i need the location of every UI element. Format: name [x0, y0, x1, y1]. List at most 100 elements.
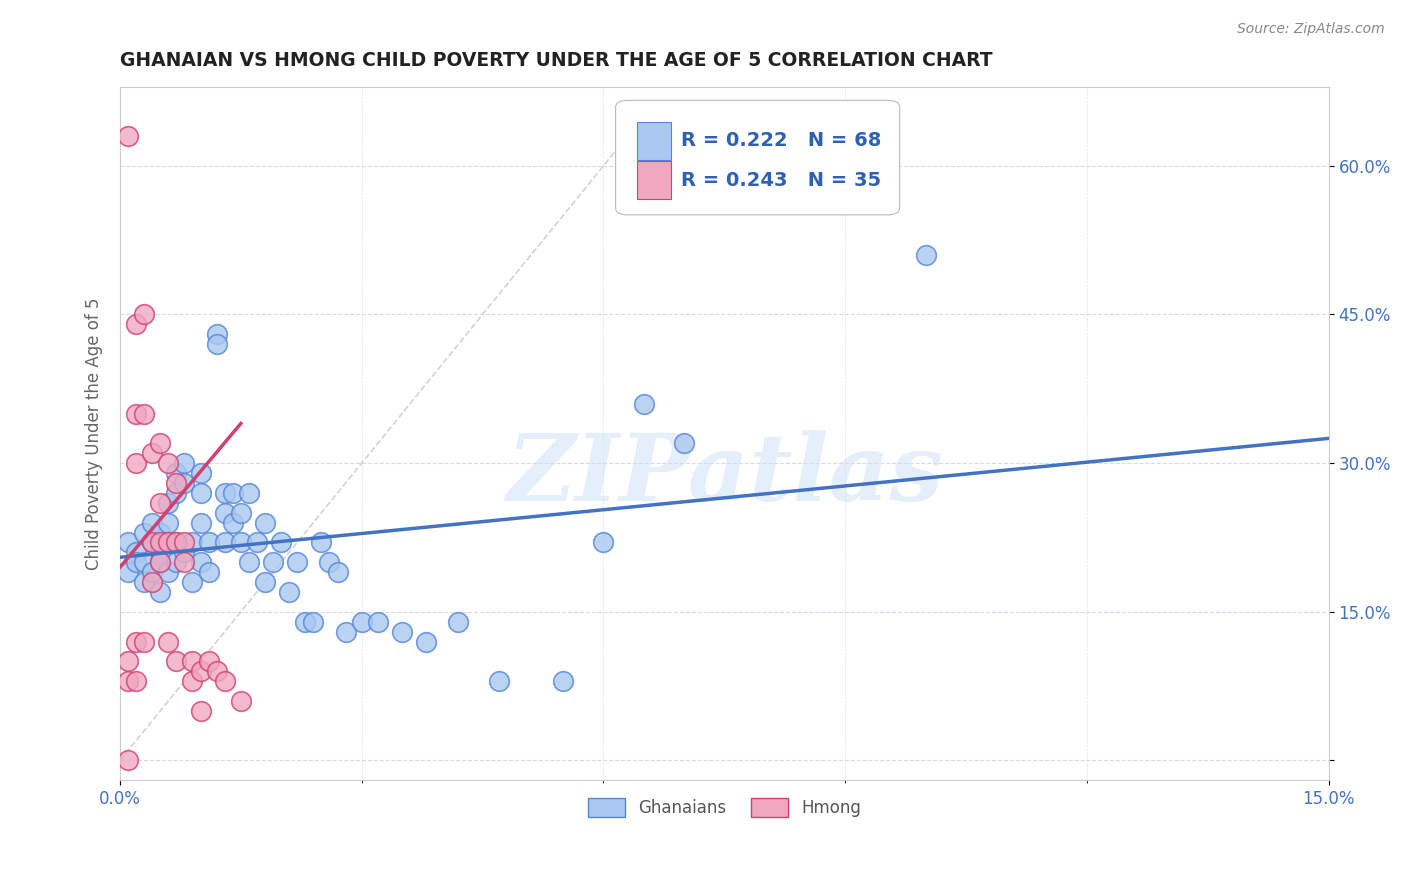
Point [125, 456, 148, 470]
Point [173, 475, 195, 490]
Point [157, 535, 180, 549]
Point [214, 486, 236, 500]
Point [149, 525, 172, 540]
Point [149, 555, 172, 569]
Point [165, 535, 187, 549]
Point [165, 555, 187, 569]
Point [229, 694, 252, 708]
Point [165, 466, 187, 480]
Point [149, 545, 172, 559]
Point [125, 545, 148, 559]
Point [197, 654, 219, 668]
Text: GHANAIAN VS HMONG CHILD POVERTY UNDER THE AGE OF 5 CORRELATION CHART: GHANAIAN VS HMONG CHILD POVERTY UNDER TH… [120, 51, 993, 70]
Point [141, 516, 163, 530]
Point [181, 654, 204, 668]
Text: R = 0.222   N = 68: R = 0.222 N = 68 [681, 131, 882, 150]
Point [415, 634, 437, 648]
Point [125, 634, 148, 648]
Text: Source: ZipAtlas.com: Source: ZipAtlas.com [1237, 22, 1385, 37]
Point [134, 407, 156, 421]
Point [197, 535, 219, 549]
Point [125, 407, 148, 421]
Point [181, 575, 204, 590]
Point [141, 535, 163, 549]
Point [181, 674, 204, 689]
Point [141, 575, 163, 590]
Point [553, 674, 575, 689]
Text: ZIPatlas: ZIPatlas [506, 430, 943, 520]
Point [190, 555, 212, 569]
Point [173, 555, 195, 569]
Point [214, 535, 236, 549]
Point [190, 486, 212, 500]
Point [350, 615, 373, 629]
Point [149, 585, 172, 599]
Point [335, 624, 357, 639]
Point [592, 535, 614, 549]
Point [318, 555, 340, 569]
Point [134, 555, 156, 569]
Point [326, 565, 349, 579]
Point [165, 654, 187, 668]
Point [278, 585, 301, 599]
Point [134, 525, 156, 540]
Point [125, 555, 148, 569]
Point [633, 397, 655, 411]
Point [311, 535, 333, 549]
Point [285, 555, 308, 569]
Point [488, 674, 510, 689]
Point [165, 486, 187, 500]
Point [117, 674, 139, 689]
Point [914, 248, 936, 262]
Point [253, 575, 276, 590]
Point [262, 555, 284, 569]
FancyBboxPatch shape [637, 161, 671, 199]
Point [125, 674, 148, 689]
Point [190, 516, 212, 530]
Point [173, 535, 195, 549]
Point [157, 565, 180, 579]
Point [157, 634, 180, 648]
Point [141, 565, 163, 579]
Point [205, 327, 228, 342]
Point [447, 615, 470, 629]
Point [117, 654, 139, 668]
Point [270, 535, 292, 549]
Point [673, 436, 696, 450]
Point [173, 545, 195, 559]
Point [222, 486, 245, 500]
Point [134, 634, 156, 648]
FancyBboxPatch shape [616, 101, 900, 215]
Text: R = 0.243   N = 35: R = 0.243 N = 35 [681, 170, 882, 190]
Point [197, 565, 219, 579]
Point [149, 496, 172, 510]
Point [149, 436, 172, 450]
Point [134, 308, 156, 322]
Point [367, 615, 389, 629]
Point [157, 496, 180, 510]
Point [157, 516, 180, 530]
Point [165, 475, 187, 490]
Point [117, 129, 139, 144]
Point [222, 516, 245, 530]
Point [205, 665, 228, 679]
Point [117, 535, 139, 549]
Point [117, 754, 139, 768]
Point [141, 535, 163, 549]
Point [190, 704, 212, 718]
Point [165, 535, 187, 549]
Point [205, 337, 228, 351]
Point [181, 535, 204, 549]
Point [214, 674, 236, 689]
Point [125, 318, 148, 332]
Point [229, 535, 252, 549]
Point [157, 535, 180, 549]
Point [214, 506, 236, 520]
FancyBboxPatch shape [637, 121, 671, 160]
Point [117, 565, 139, 579]
Point [294, 615, 316, 629]
Point [246, 535, 269, 549]
Point [238, 486, 260, 500]
Point [302, 615, 325, 629]
Y-axis label: Child Poverty Under the Age of 5: Child Poverty Under the Age of 5 [86, 297, 103, 570]
